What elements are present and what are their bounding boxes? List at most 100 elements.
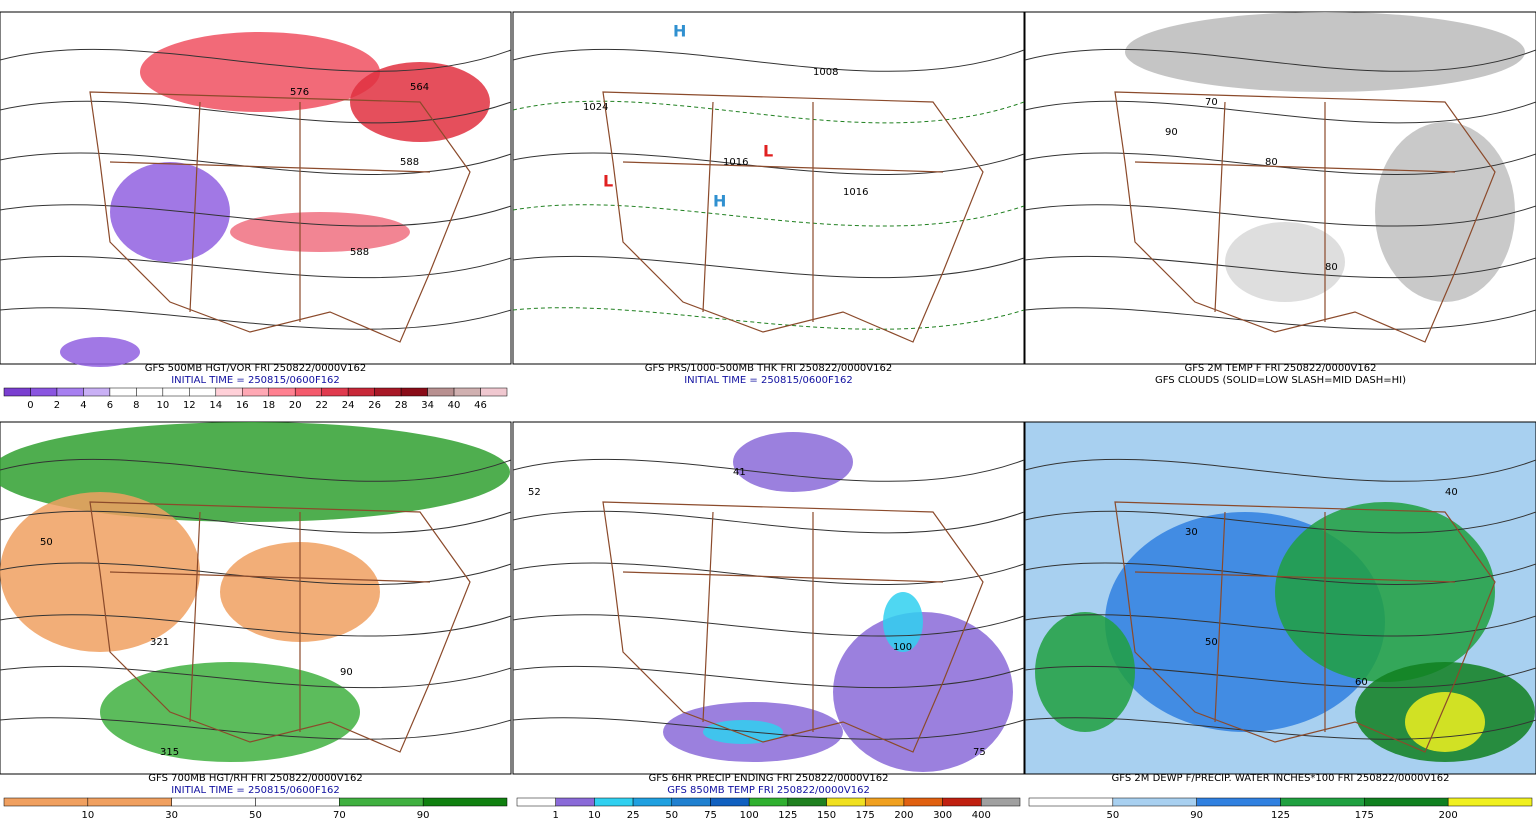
- colorbar-label: 46: [474, 400, 487, 411]
- borders: [89, 501, 471, 753]
- colorbar-label: 1: [553, 810, 559, 819]
- colorbar-label: 10: [156, 400, 169, 411]
- colorbar-label: 90: [1190, 810, 1203, 819]
- colorbar-swatch: [1447, 797, 1533, 807]
- map-fill: [1225, 222, 1345, 302]
- subcaption: INITIAL TIME = 250815/0600F162: [684, 375, 853, 386]
- colorbar-swatch: [374, 387, 402, 397]
- caption: GFS 2M TEMP F FRI 250822/0000V162: [1185, 363, 1377, 374]
- map-fill: [1375, 122, 1515, 302]
- colorbar-swatch: [3, 387, 31, 397]
- borders: [602, 501, 984, 753]
- colorbar-swatch: [710, 797, 750, 807]
- caption: GFS 6HR PRECIP ENDING FRI 250822/0000V16…: [649, 773, 889, 784]
- contour: [0, 255, 512, 279]
- panel: 576 564 588 588 GFS 500MB HGT/VOR FRI 250822…: [0, 11, 512, 411]
- colorbar-swatch: [3, 797, 89, 807]
- colorbar-swatch: [321, 387, 349, 397]
- caption: GFS PRS/1000-500MB THK FRI 250822/0000V1…: [645, 363, 892, 374]
- contour: [512, 48, 1025, 72]
- contour: [512, 665, 1025, 689]
- colorbar-swatch: [1196, 797, 1281, 807]
- map-fill: [60, 337, 140, 367]
- map-label: 90: [1165, 127, 1178, 138]
- colorbar-label: 22: [315, 400, 328, 411]
- map-label: 100: [893, 642, 912, 653]
- colorbar-swatch: [294, 387, 322, 397]
- colorbar-swatch: [347, 387, 375, 397]
- map-label: 60: [1355, 677, 1368, 688]
- colorbar-label: 10: [588, 810, 601, 819]
- colorbar-label: 4: [80, 400, 86, 411]
- map-label: 41: [733, 467, 746, 478]
- colorbar-label: 25: [627, 810, 640, 819]
- borders: [89, 91, 471, 343]
- colorbar-label: 0: [27, 400, 33, 411]
- colorbar-swatch: [1112, 797, 1197, 807]
- map-label: 75: [973, 747, 986, 758]
- colorbar-label: 125: [778, 810, 797, 819]
- contour: [1024, 614, 1536, 637]
- map-fill: [100, 662, 360, 762]
- colorbar-label: 26: [368, 400, 381, 411]
- map-label: 321: [150, 637, 169, 648]
- contour: [1024, 100, 1536, 124]
- colorbar-swatch: [787, 797, 827, 807]
- map-fill: [110, 162, 230, 262]
- colorbar-swatch: [162, 387, 190, 397]
- contour: [512, 307, 1025, 330]
- colorbar-swatch: [189, 387, 217, 397]
- contour: [1024, 458, 1536, 482]
- contour: [512, 717, 1025, 740]
- contour: [1024, 48, 1536, 72]
- panel: 50 321 90 315 GFS 700MB HGT/RH FRI 250822/00…: [0, 421, 512, 821]
- colorbar-label: 16: [236, 400, 249, 411]
- contour: [0, 458, 512, 482]
- colorbar-swatch: [480, 387, 508, 397]
- map-label: 315: [160, 747, 179, 758]
- panel: 41 100 75 52 GFS 6HR PRECIP ENDING FRI 25082…: [512, 421, 1025, 821]
- subcaption: INITIAL TIME = 250815/0600F162: [171, 785, 340, 796]
- map-label: 1024: [583, 102, 608, 113]
- colorbar-label: 50: [249, 810, 262, 819]
- colorbar-swatch: [826, 797, 866, 807]
- colorbar-label: 400: [972, 810, 991, 819]
- map-label: H: [713, 192, 726, 211]
- colorbar-swatch: [1364, 797, 1449, 807]
- colorbar-swatch: [56, 387, 84, 397]
- contour: [512, 100, 1025, 124]
- colorbar-swatch: [268, 387, 296, 397]
- colorbar-swatch: [555, 797, 595, 807]
- subcaption: GFS 850MB TEMP FRI 250822/0000V162: [667, 785, 870, 796]
- contour: [1024, 717, 1536, 740]
- colorbar-label: 14: [209, 400, 222, 411]
- map-fill: [1275, 502, 1495, 682]
- contour: [0, 510, 512, 534]
- colorbar-swatch: [215, 387, 243, 397]
- map-label: 576: [290, 87, 309, 98]
- colorbar-label: 40: [448, 400, 461, 411]
- colorbar-label: 125: [1271, 810, 1290, 819]
- colorbar-label: 70: [333, 810, 346, 819]
- colorbar-label: 6: [107, 400, 113, 411]
- map-background: [512, 11, 1025, 365]
- colorbar-label: 175: [1355, 810, 1374, 819]
- colorbar-swatch: [136, 387, 164, 397]
- contour: [1024, 255, 1536, 279]
- map-label: 1008: [813, 67, 838, 78]
- contour: [0, 100, 512, 124]
- contour: [512, 204, 1025, 227]
- map-fill: [703, 720, 783, 744]
- colorbar-label: 34: [421, 400, 434, 411]
- map-label: 52: [528, 487, 541, 498]
- map-label: 70: [1205, 97, 1218, 108]
- contour: [0, 665, 512, 689]
- subcaption: INITIAL TIME = 250815/0600F162: [171, 375, 340, 386]
- panel: 70 80 90 80 GFS 2M TEMP F FRI 250822/0000V16…: [1024, 11, 1536, 386]
- colorbar-swatch: [942, 797, 982, 807]
- colorbar-label: 12: [183, 400, 196, 411]
- borders: [602, 91, 984, 343]
- map-label: 50: [1205, 637, 1218, 648]
- colorbar-swatch: [30, 387, 58, 397]
